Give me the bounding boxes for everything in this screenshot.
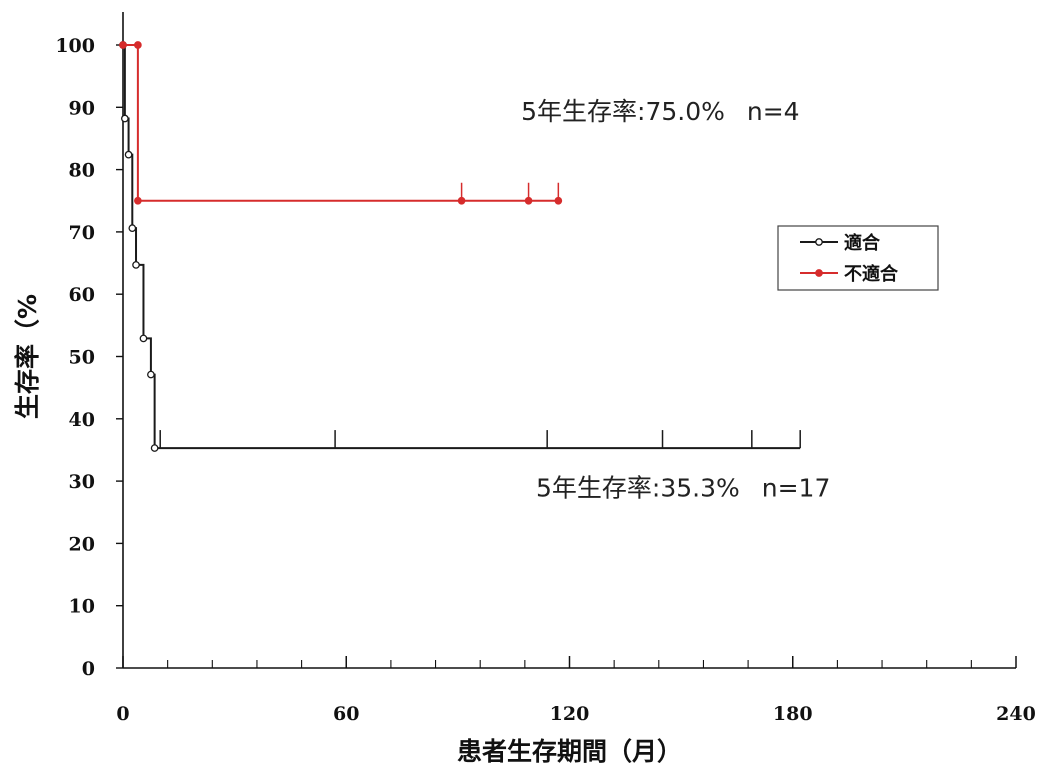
y-axis-ticks: 0 10 20 30 40 50 60 70 80 90 100 xyxy=(55,35,123,680)
series-1-step-line xyxy=(123,44,559,202)
y-tick-label-20: 20 xyxy=(69,533,95,555)
annotation-fit-colon: : xyxy=(652,474,660,503)
annotation-fit-label: 5年生存率 xyxy=(536,474,652,503)
series-1-point-4 xyxy=(524,196,533,205)
annotation-fit-n: n=17 xyxy=(762,474,831,503)
y-tick-label-0: 0 xyxy=(82,658,95,680)
y-tick-label-40: 40 xyxy=(69,409,95,431)
y-tick-label-50: 50 xyxy=(69,347,95,369)
y-tick-label-100: 100 xyxy=(55,35,95,57)
legend-fit-marker xyxy=(815,238,823,246)
y-tick-label-70: 70 xyxy=(69,222,95,244)
annotation-unfit-colon: : xyxy=(637,97,645,126)
series-1-point-0 xyxy=(119,41,127,49)
y-tick-label-30: 30 xyxy=(69,471,95,493)
y-tick-label-90: 90 xyxy=(69,97,95,119)
y-tick-label-80: 80 xyxy=(69,160,95,182)
legend-box xyxy=(777,225,939,291)
legend: 適合 不適合 xyxy=(777,225,939,291)
x-tick-label-60: 60 xyxy=(333,703,359,725)
y-tick-label-60: 60 xyxy=(69,284,95,306)
legend-unfit-marker xyxy=(815,269,823,277)
legend-item-unfit: 不適合 xyxy=(800,263,899,285)
x-tick-label-120: 120 xyxy=(550,703,590,725)
annotation-unfit: 5年生存率:75.0% n=4 xyxy=(521,97,799,126)
x-axis-ticks: 0 60 120 180 240 xyxy=(116,656,1036,725)
series-0-point-3 xyxy=(128,224,137,233)
x-tick-label-180: 180 xyxy=(773,703,813,725)
series-0-point-4 xyxy=(132,261,140,269)
series-0-point-2 xyxy=(124,150,133,159)
annotation-unfit-label: 5年生存率 xyxy=(521,97,637,126)
annotation-fit-value: 35.3% xyxy=(660,474,739,503)
y-tick-label-10: 10 xyxy=(69,596,95,618)
series-1-point-2 xyxy=(134,196,142,205)
legend-item-fit: 適合 xyxy=(800,232,881,254)
x-tick-label-0: 0 xyxy=(116,703,129,725)
series-0-point-1 xyxy=(121,114,129,123)
x-tick-label-240: 240 xyxy=(996,703,1036,725)
x-axis-title: 患者生存期間（月） xyxy=(457,737,682,766)
annotation-unfit-n: n=4 xyxy=(747,97,800,126)
annotation-unfit-value: 75.0% xyxy=(645,97,724,126)
series-0-point-7 xyxy=(150,444,159,452)
annotation-fit: 5年生存率:35.3% n=17 xyxy=(536,474,830,503)
series-0-point-5 xyxy=(139,334,148,343)
legend-unfit-label: 不適合 xyxy=(844,263,899,285)
series-layer xyxy=(119,41,801,452)
series-0 xyxy=(119,41,801,452)
legend-fit-label: 適合 xyxy=(844,232,881,254)
series-1-point-3 xyxy=(457,196,466,205)
y-axis-title: 生存率（% xyxy=(13,294,42,419)
series-1-point-1 xyxy=(134,41,142,49)
series-0-point-6 xyxy=(147,370,155,379)
series-1-point-5 xyxy=(554,196,563,205)
series-1 xyxy=(119,41,563,205)
